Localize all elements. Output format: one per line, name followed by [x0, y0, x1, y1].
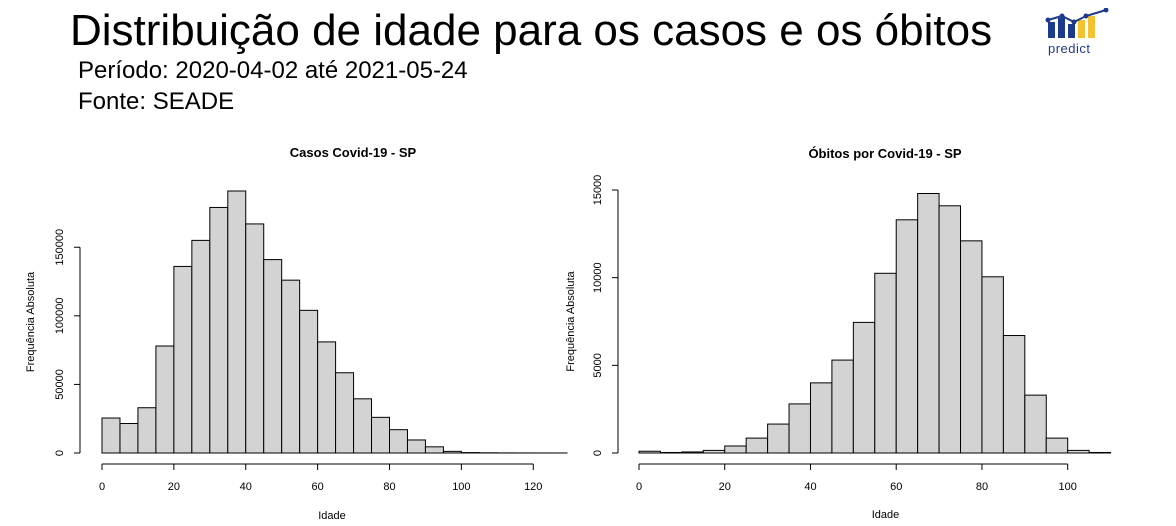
histogram-bar [1067, 449, 1090, 454]
chart-title: Casos Covid-19 - SP [290, 145, 417, 160]
histogram-bar [724, 445, 747, 454]
y-tick-label: 0 [54, 450, 66, 456]
x-tick-label: 0 [99, 481, 105, 493]
y-axis-label: Frequência Absoluta [25, 271, 37, 372]
x-tick-label: 0 [636, 481, 642, 493]
chart-title: Óbitos por Covid-19 - SP [808, 146, 961, 161]
histogram-bar [1002, 335, 1026, 454]
x-tick-label: 80 [976, 481, 988, 493]
y-tick-label: 5000 [592, 353, 604, 377]
histogram-bar [245, 223, 265, 454]
x-tick-label: 20 [168, 481, 180, 493]
histogram-bar [659, 451, 683, 454]
period-label: Período: 2020-04-02 até 2021-05-24 [78, 57, 468, 84]
x-tick-label: 60 [312, 481, 324, 493]
histogram-bar [335, 372, 355, 454]
histogram-bar [227, 190, 247, 454]
histogram-bar [317, 341, 337, 454]
histogram-bar [681, 451, 704, 454]
histogram-bar [1045, 437, 1069, 454]
histogram-bar [809, 382, 833, 454]
histogram-bar [938, 205, 962, 454]
histogram-bar [745, 437, 769, 454]
histogram-bar [263, 259, 283, 454]
histogram-bar [960, 240, 983, 454]
y-tick-label: 0 [592, 450, 604, 456]
y-tick-label: 100000 [54, 297, 66, 334]
page-title: Distribuição de idade para os casos e os… [70, 6, 993, 55]
histogram-bar [442, 450, 462, 454]
x-axis-label: Idade [872, 509, 900, 521]
x-tick-label: 60 [890, 481, 902, 493]
y-tick-label: 150000 [54, 229, 66, 266]
x-tick-label: 40 [804, 481, 816, 493]
histogram-bar [119, 423, 139, 454]
histogram-bar [1024, 394, 1047, 454]
x-tick-label: 100 [452, 481, 470, 493]
histogram-bar [917, 193, 940, 454]
histogram-bar [702, 449, 726, 454]
logo-text: predict [1048, 41, 1091, 56]
histogram-bar [852, 321, 876, 454]
histogram-bar [895, 219, 919, 454]
histogram-bar [281, 279, 301, 454]
source-label: Fonte: SEADE [78, 88, 235, 115]
histogram-bar [981, 276, 1004, 454]
histogram-bar [1088, 451, 1112, 454]
x-axis-label: Idade [318, 510, 346, 522]
histogram-bar [767, 423, 790, 454]
histogram-bar [353, 398, 373, 454]
histogram-bar [137, 407, 157, 454]
histogram-bar [788, 403, 811, 454]
histogram-bar [831, 359, 854, 454]
histogram-bar [424, 446, 444, 454]
histogram-bar [209, 206, 229, 454]
x-tick-label: 20 [719, 481, 731, 493]
histogram-bar [299, 309, 319, 454]
histogram-bar [638, 450, 661, 454]
histogram-bar [191, 239, 211, 454]
histogram-bar [101, 417, 121, 454]
x-tick-label: 120 [524, 481, 542, 493]
histogram-bar [406, 439, 426, 454]
histogram-bar [371, 416, 390, 454]
histogram-bar [874, 272, 897, 454]
y-tick-label: 15000 [592, 175, 604, 206]
predict-logo-icon [1045, 8, 1109, 38]
x-tick-label: 40 [240, 481, 252, 493]
histogram-bar [155, 345, 175, 454]
y-tick-label: 10000 [592, 262, 604, 293]
y-tick-label: 50000 [54, 369, 66, 400]
histogram-bar [173, 265, 193, 454]
histogram-bar [389, 429, 408, 454]
y-axis-label: Frequência Absoluta [565, 270, 577, 371]
x-tick-label: 80 [383, 481, 395, 493]
x-tick-label: 100 [1059, 481, 1077, 493]
